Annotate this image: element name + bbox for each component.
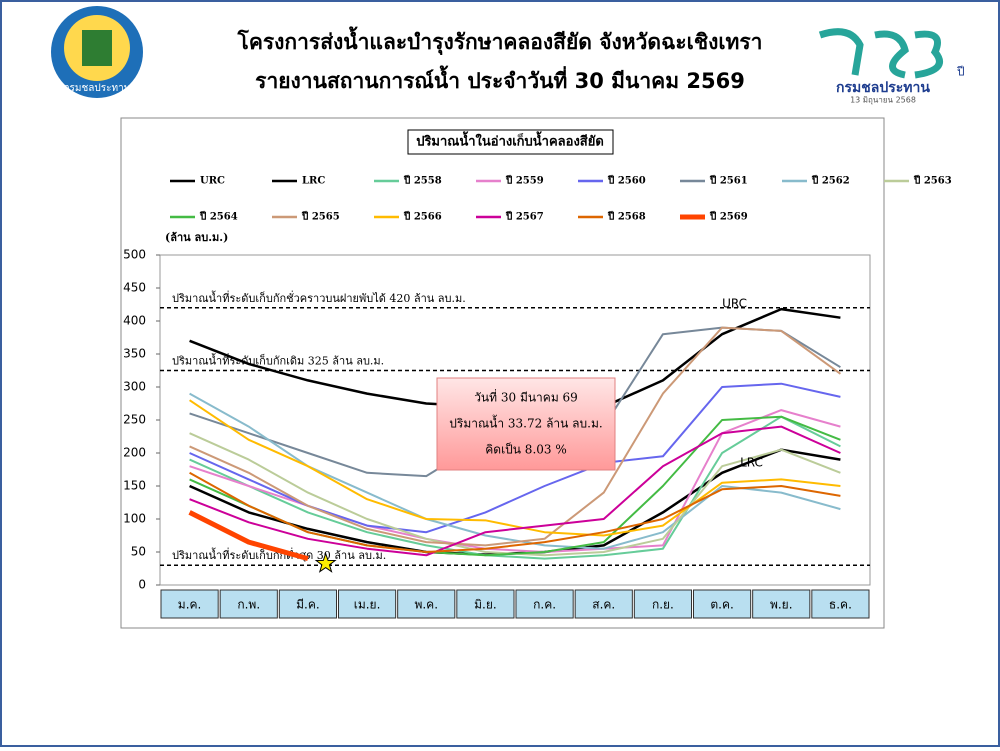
- x-tick-label: เม.ย.: [354, 598, 381, 612]
- info-text: คิดเป็น 8.03 %: [485, 442, 567, 457]
- y-tick-label: 150: [123, 479, 146, 493]
- series-line: [189, 409, 841, 553]
- title: โครงการส่งน้ำและบำรุงรักษาคลองสียัด จังห…: [237, 26, 763, 56]
- x-category-box: [752, 589, 811, 619]
- x-tick-label: พ.ค.: [414, 598, 438, 612]
- legend-label: ปี 2563: [913, 175, 951, 187]
- reference-label: ปริมาณน้ำที่ระดับเก็บกักต่ำสุด 30 ล้าน ล…: [172, 547, 386, 562]
- legend-label: LRC: [302, 176, 325, 187]
- info-box: [436, 377, 616, 471]
- legend-label: ปี 2564: [199, 211, 237, 223]
- series-line: [189, 399, 841, 537]
- legend-label: ปี 2569: [709, 211, 747, 223]
- info-text: วันที่ 30 มีนาคม 69: [474, 389, 578, 405]
- reference-label: ปริมาณน้ำที่ระดับเก็บกักเดิม 325 ล้าน ลบ…: [172, 353, 384, 368]
- current-marker: [314, 552, 337, 573]
- logo-text: กรมชลประทาน: [836, 80, 930, 96]
- x-category-box: [160, 589, 219, 619]
- x-tick-label: พ.ย.: [770, 598, 793, 612]
- y-tick-label: 300: [123, 380, 146, 394]
- legend-label: ปี 2565: [301, 211, 339, 223]
- chart-title: ปริมาณน้ำในอ่างเก็บน้ำคลองสียัด: [416, 131, 604, 150]
- y-tick-label: 100: [123, 512, 146, 526]
- line-label: LRC: [740, 455, 763, 469]
- x-category-box: [278, 589, 338, 619]
- x-tick-label: ก.พ.: [237, 598, 260, 612]
- y-tick-label: 500: [123, 248, 146, 262]
- x-tick-label: มิ.ย.: [474, 598, 497, 612]
- series-line: [189, 415, 841, 560]
- legend-label: ปี 2568: [607, 211, 645, 223]
- logo-right: ปี กรมชลประทาน 13 มิถุนายน 2568: [818, 28, 965, 105]
- series-line: [189, 471, 841, 553]
- x-category-box: [811, 589, 870, 619]
- chart-title-box: [407, 129, 614, 155]
- series-line: [189, 392, 841, 550]
- y-tick-label: 250: [123, 413, 146, 427]
- x-category-box: [219, 589, 278, 619]
- y-tick-label: 400: [123, 314, 146, 328]
- x-tick-label: ต.ค.: [710, 598, 733, 612]
- series-line: [189, 326, 842, 547]
- legend-label: ปี 2566: [403, 211, 441, 223]
- y-axis-label: (ล้าน ลบ.ม.): [165, 231, 228, 244]
- y-tick-label: 0: [138, 578, 146, 592]
- legend-label: ปี 2561: [709, 175, 747, 187]
- x-category-box: [574, 589, 633, 619]
- legend-label: ปี 2560: [607, 175, 645, 187]
- y-tick-label: 450: [123, 281, 146, 295]
- legend-label: ปี 2562: [811, 175, 849, 187]
- series-line: [189, 425, 841, 557]
- series-line: [188, 510, 309, 562]
- y-tick-label: 50: [131, 545, 146, 559]
- y-tick-label: 200: [123, 446, 146, 460]
- logo-date: 13 มิถุนายน 2568: [850, 96, 916, 105]
- x-tick-label: ธ.ค.: [829, 598, 852, 612]
- legend-label: URC: [200, 176, 225, 187]
- line-label: URC: [722, 297, 747, 311]
- reference-label: ปริมาณน้ำที่ระดับเก็บกักชั่วคราวบนฝายพับ…: [172, 290, 466, 305]
- x-tick-label: ม.ค.: [178, 598, 202, 612]
- x-tick-label: ก.ย.: [652, 598, 674, 612]
- x-category-box: [397, 589, 456, 619]
- x-category-box: [693, 589, 752, 619]
- logo-year: ปี: [956, 65, 964, 79]
- y-tick-label: 350: [123, 347, 146, 361]
- x-tick-label: ก.ค.: [533, 598, 556, 612]
- logo-text: กรมชลประทาน: [63, 83, 130, 94]
- x-category-box: [456, 589, 515, 619]
- x-tick-label: ส.ค.: [592, 598, 615, 612]
- x-tick-label: มี.ค.: [296, 598, 320, 612]
- x-category-box: [515, 589, 574, 619]
- logo-left: กรมชลประทาน: [51, 6, 143, 98]
- info-text: ปริมาณน้ำ 33.72 ล้าน ลบ.ม.: [449, 415, 602, 431]
- legend-label: ปี 2567: [505, 211, 543, 223]
- x-category-box: [633, 589, 692, 619]
- subtitle: รายงานสถานการณ์น้ำ ประจำวันที่ 30 มีนาคม…: [255, 65, 745, 93]
- legend-label: ปี 2559: [505, 175, 543, 187]
- legend-label: ปี 2558: [403, 175, 441, 187]
- x-category-box: [338, 589, 397, 619]
